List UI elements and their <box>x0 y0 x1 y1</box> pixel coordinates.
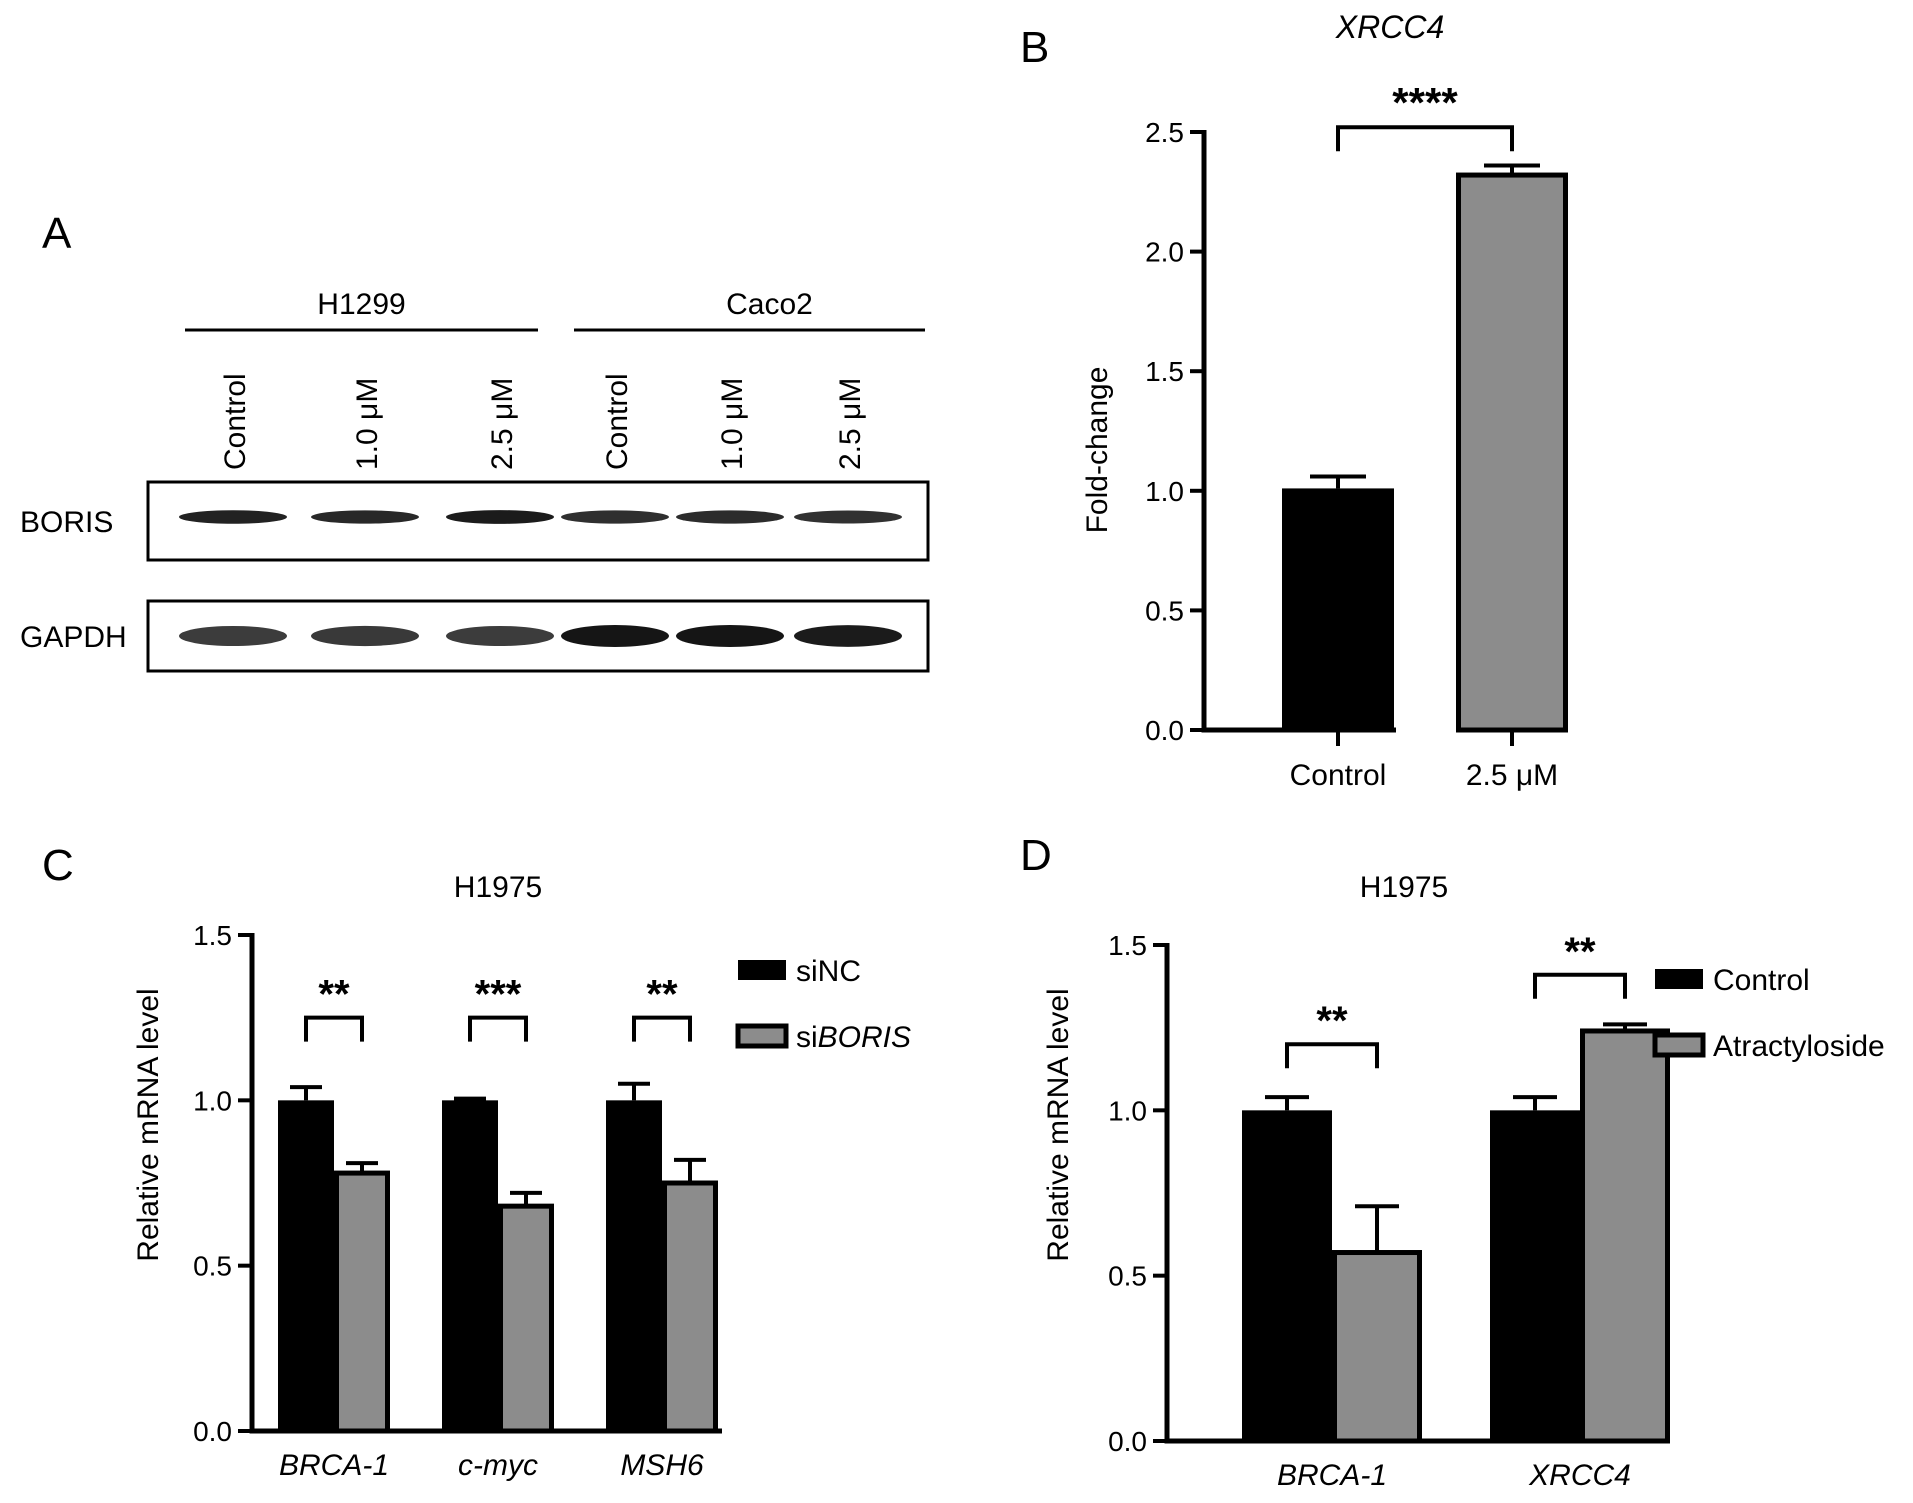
y-tick-label: 2.5 <box>1145 117 1184 148</box>
significance-bracket <box>1533 972 1627 999</box>
bar <box>662 1180 718 1434</box>
y-tick-label: 0.0 <box>1108 1426 1147 1457</box>
blot-band <box>311 510 419 524</box>
blot-band <box>179 510 287 524</box>
lane-label: 1.0 μM <box>351 378 384 470</box>
chart-b-title: XRCC4 <box>1335 9 1444 45</box>
y-tick-label: 0.5 <box>1108 1261 1147 1292</box>
y-tick-label: 0.0 <box>1145 715 1184 746</box>
significance-label: *** <box>475 973 522 1017</box>
x-tick-label: Control <box>1290 759 1387 792</box>
blot-band <box>446 625 554 647</box>
chart-d-title: H1975 <box>1360 871 1448 904</box>
lane-label: 1.0 μM <box>716 378 749 470</box>
significance-label: ** <box>1316 999 1348 1043</box>
h1975-sibors-chart: H1975 Relative mRNA level 0.0 0.5 1.0 1.5 BR… <box>132 871 911 1482</box>
bar <box>1242 1110 1332 1441</box>
significance-label: ** <box>1564 930 1596 974</box>
y-tick-label: 1.5 <box>1108 930 1147 961</box>
legend-label-part: NC <box>818 955 861 988</box>
x-tick-label: BRCA-1 <box>279 1449 389 1482</box>
bar <box>1490 1110 1580 1441</box>
chart-b-ylabel: Fold-change <box>1081 367 1114 534</box>
y-tick-label: 2.0 <box>1145 237 1184 268</box>
bar <box>498 1203 554 1434</box>
panel-d-letter: D <box>1020 831 1052 880</box>
blot-band <box>561 510 669 524</box>
y-tick-label: 0.5 <box>193 1251 232 1282</box>
blot-band <box>676 510 784 524</box>
bar <box>1332 1250 1422 1444</box>
lane-label: Control <box>601 373 634 470</box>
lane-label: 2.5 μM <box>834 378 867 470</box>
x-tick-label: 2.5 μM <box>1466 759 1558 792</box>
legend-label-part: Atractyloside <box>1713 1030 1885 1063</box>
legend-swatch <box>735 1023 789 1049</box>
western-blot-panel: H1299 Control 1.0 μM 2.5 μM Caco2 Control 1.0 … <box>20 288 930 673</box>
x-tick-label: BRCA-1 <box>1277 1459 1387 1492</box>
significance-bracket <box>1336 125 1514 152</box>
bar <box>606 1100 662 1431</box>
chart-c-ylabel: Relative mRNA level <box>132 988 165 1261</box>
panel-a-letter: A <box>42 209 72 258</box>
significance-bracket <box>632 1015 692 1042</box>
y-tick-label: 0.5 <box>1145 595 1184 626</box>
significance-label: **** <box>1392 79 1458 126</box>
panel-c-letter: C <box>42 841 74 890</box>
y-tick-label: 1.0 <box>1145 476 1184 507</box>
y-tick-label: 1.5 <box>1145 356 1184 387</box>
blot-band <box>794 625 902 647</box>
blot-band <box>311 625 419 647</box>
significance-bracket <box>468 1015 528 1042</box>
legend-label: siBORIS <box>796 1021 911 1054</box>
blot-label: BORIS <box>20 506 113 539</box>
blot-band <box>794 510 902 524</box>
legend-swatch <box>1652 1032 1706 1058</box>
y-tick-label: 1.0 <box>1108 1095 1147 1126</box>
x-tick-label: XRCC4 <box>1528 1459 1631 1492</box>
group-label: Caco2 <box>726 288 813 321</box>
blot-band <box>179 625 287 647</box>
blot-band <box>446 510 554 524</box>
legend-label-part: si <box>796 1021 818 1054</box>
legend-label-part: si <box>796 955 818 988</box>
chart-c-title: H1975 <box>454 871 542 904</box>
group-label: H1299 <box>317 288 405 321</box>
blot-band <box>561 625 669 647</box>
panel-b-letter: B <box>1020 23 1049 72</box>
significance-label: ** <box>646 973 678 1017</box>
bar <box>1580 1028 1670 1444</box>
y-tick-label: 1.0 <box>193 1085 232 1116</box>
legend-label-part: Control <box>1713 964 1810 997</box>
lane-label: Control <box>219 373 252 470</box>
legend-swatch <box>738 960 786 980</box>
lane-label: 2.5 μM <box>486 378 519 470</box>
x-tick-label: c-myc <box>458 1449 538 1482</box>
y-tick-label: 1.5 <box>193 920 232 951</box>
xrcc4-fold-change-chart: XRCC4 Fold-change 0.0 0.5 1.0 1.5 2.0 2.5 Cont… <box>1081 9 1568 792</box>
chart-d-ylabel: Relative mRNA level <box>1042 988 1075 1261</box>
legend-label: Atractyloside <box>1713 1030 1885 1063</box>
legend-label: Control <box>1713 964 1810 997</box>
y-tick-label: 0.0 <box>193 1416 232 1447</box>
x-tick-label: MSH6 <box>620 1449 704 1482</box>
legend-swatch <box>1655 969 1703 989</box>
bar <box>334 1170 390 1434</box>
bar <box>278 1100 334 1431</box>
bar <box>1456 172 1568 733</box>
blot-label: GAPDH <box>20 621 127 654</box>
significance-bracket <box>304 1015 364 1042</box>
significance-label: ** <box>318 973 350 1017</box>
bar <box>1282 488 1394 730</box>
legend-label-part: BORIS <box>818 1021 911 1054</box>
legend-label: siNC <box>796 955 861 988</box>
significance-bracket <box>1285 1042 1379 1069</box>
h1975-atractyloside-chart: H1975 Relative mRNA level 0.0 0.5 1.0 1.5 BR… <box>1042 871 1885 1492</box>
blot-band <box>676 625 784 647</box>
bar <box>442 1100 498 1431</box>
